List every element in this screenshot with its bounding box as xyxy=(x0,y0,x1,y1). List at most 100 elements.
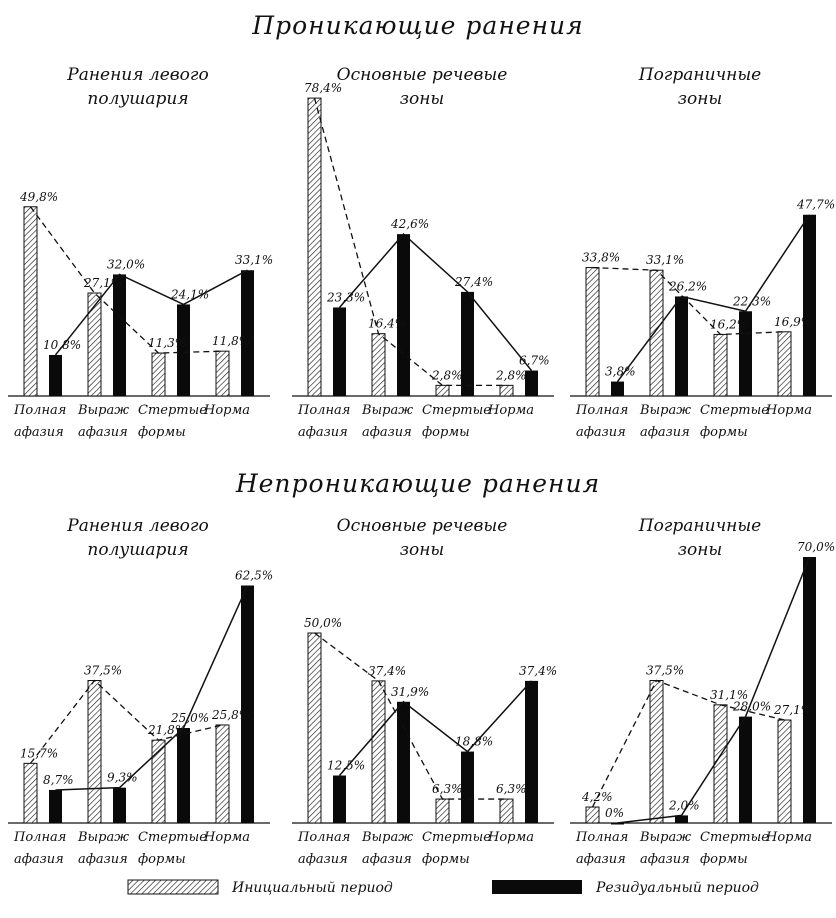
panel-title-line: Ранения левого xyxy=(66,65,208,85)
category-label: формы xyxy=(422,852,470,867)
category-label: афазия xyxy=(78,425,128,440)
category-label: афазия xyxy=(362,425,412,440)
bar-initial xyxy=(499,384,514,397)
panel-title-line: Основные речевые xyxy=(337,516,508,536)
bar-residual xyxy=(611,381,624,396)
bar-initial xyxy=(371,680,386,824)
category-label: Полная xyxy=(575,830,628,845)
data-label-residual: 70,0% xyxy=(797,540,835,554)
bar-residual xyxy=(241,270,254,396)
category-label: афазия xyxy=(576,852,626,867)
category-label: Полная xyxy=(297,403,350,418)
category-label: формы xyxy=(700,852,748,867)
data-label-initial: 33,8% xyxy=(582,251,620,265)
data-label-residual: 42,6% xyxy=(390,217,429,231)
bar-residual xyxy=(611,823,624,825)
bar-initial xyxy=(649,269,664,397)
chart-panels: Ранения левогополушария49,8%10,8%Полнаяа… xyxy=(8,65,835,867)
panel-title-line: полушария xyxy=(87,89,188,109)
data-label-initial: 78,4% xyxy=(304,81,342,95)
series-line-initial xyxy=(29,679,223,764)
data-label-initial: 16,9% xyxy=(774,315,812,329)
data-label-residual: 32,0% xyxy=(107,257,145,271)
category-label: Полная xyxy=(575,403,628,418)
data-label-residual: 9,3% xyxy=(107,771,138,785)
bar-residual xyxy=(49,789,62,823)
category-label: Полная xyxy=(297,830,350,845)
panel-title-line: Ранения левого xyxy=(66,516,208,536)
section-title-nonpenetrating: Непроникающие ранения xyxy=(235,469,600,498)
category-label: формы xyxy=(422,425,470,440)
legend-initial-label: Инициальный период xyxy=(231,880,393,896)
bar-initial xyxy=(435,798,450,824)
bar-initial xyxy=(713,704,728,824)
bar-residual xyxy=(49,354,62,396)
category-label: афазия xyxy=(640,852,690,867)
bar-residual xyxy=(113,787,126,823)
data-label-initial: 2,8% xyxy=(431,368,463,382)
category-label: Стертые xyxy=(138,830,207,845)
bar-residual xyxy=(803,214,816,396)
category-label: Стертые xyxy=(700,403,769,418)
data-label-initial: 6,3% xyxy=(496,782,527,796)
panel-title-line: зоны xyxy=(678,540,723,560)
legend-residual-swatch xyxy=(492,880,582,894)
bar-initial xyxy=(215,724,230,824)
bar-residual xyxy=(739,311,752,396)
bar-residual xyxy=(113,274,126,396)
bar-initial xyxy=(777,331,792,397)
bar-initial xyxy=(435,384,450,397)
category-label: Полная xyxy=(13,830,66,845)
series-line-residual xyxy=(55,585,249,791)
bar-initial xyxy=(215,350,230,397)
data-label-initial: 27,1% xyxy=(773,703,812,717)
bar-initial xyxy=(23,762,38,824)
data-label-initial: 37,5% xyxy=(646,664,684,678)
data-label-residual: 31,9% xyxy=(391,685,429,699)
data-label-residual: 26,2% xyxy=(668,279,707,293)
chart-panel-1: Ранения левогополушария49,8%10,8%Полнаяа… xyxy=(8,65,273,440)
series-line-residual xyxy=(338,233,533,372)
data-label-initial: 2,8% xyxy=(495,368,527,382)
data-label-residual: 8,7% xyxy=(43,773,74,787)
panel-title-line: Пограничные xyxy=(638,65,762,85)
bar-residual xyxy=(675,296,688,396)
bar-residual xyxy=(177,304,190,396)
category-label: Норма xyxy=(203,830,250,845)
series-line-initial xyxy=(313,97,507,387)
bar-residual xyxy=(241,585,254,823)
series-line-residual xyxy=(617,556,811,824)
category-label: афазия xyxy=(14,852,64,867)
category-label: формы xyxy=(138,425,186,440)
data-label-initial: 16,4% xyxy=(368,317,406,331)
category-label: Стертые xyxy=(700,830,769,845)
bar-initial xyxy=(371,333,386,397)
bar-residual xyxy=(803,557,816,823)
category-label: афазия xyxy=(640,425,690,440)
bar-residual xyxy=(397,234,410,396)
bar-residual xyxy=(525,680,538,823)
data-label-residual: 62,5% xyxy=(235,569,273,583)
category-label: Выраж xyxy=(77,403,129,418)
chart-panel-5: Основные речевые зоны 50,0% 12,5% Полная афаз… xyxy=(292,516,557,867)
panel-title-line: зоны xyxy=(400,89,445,109)
data-label-initial: 50,0% xyxy=(304,616,342,630)
bar-initial xyxy=(307,97,322,397)
legend-residual-label: Резидуальный период xyxy=(595,880,759,896)
data-label-residual: 25,0% xyxy=(170,711,209,725)
chart-panel-2: Основные речевые зоны 78,4% 23,3% Полная афаз… xyxy=(292,65,554,440)
category-label: Норма xyxy=(765,403,812,418)
data-label-initial: 15,7% xyxy=(20,746,58,760)
series-line-initial xyxy=(29,206,223,354)
data-label-initial: 16,2% xyxy=(710,317,748,331)
panel-title-line: Основные речевые xyxy=(337,65,508,85)
data-label-residual: 47,7% xyxy=(796,198,835,212)
chart-panel-3: Пограничные зоны 33,8% 3,8% Полная афазия 33,1… xyxy=(570,65,835,440)
bar-residual xyxy=(333,307,346,396)
panel-title-line: зоны xyxy=(678,89,723,109)
data-label-initial: 4,2% xyxy=(581,790,613,804)
data-label-initial: 33,1% xyxy=(646,253,684,267)
category-label: Выраж xyxy=(77,830,129,845)
category-label: Норма xyxy=(765,830,812,845)
